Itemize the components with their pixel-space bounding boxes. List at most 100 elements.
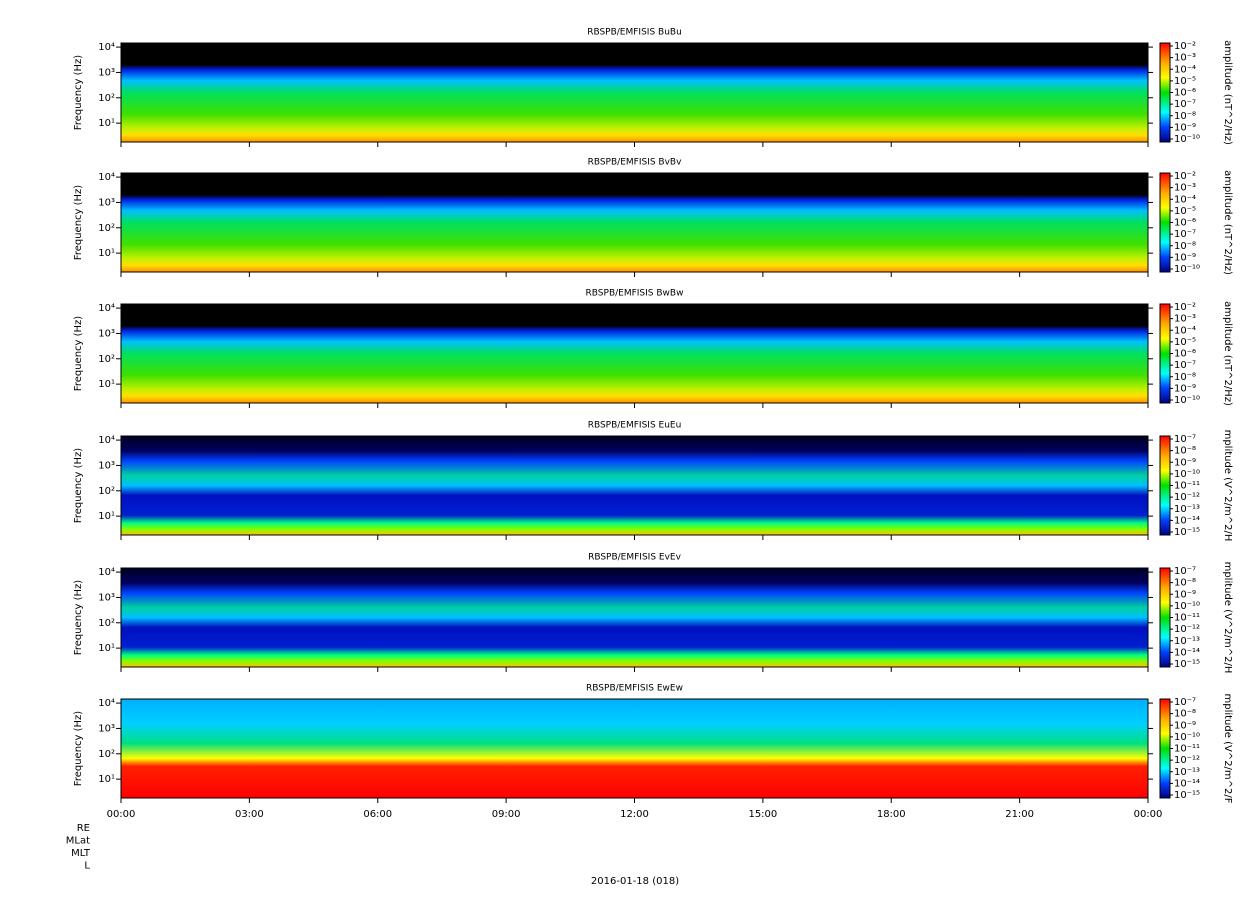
y-tick-label: 10³ — [98, 197, 115, 208]
colorbar-tick-label: 10⁻¹¹ — [1174, 613, 1200, 624]
spectrogram — [121, 568, 1148, 667]
orbit-label: L — [84, 861, 90, 872]
panel-title: RBSPB/EMFISIS BwBw — [586, 289, 684, 299]
colorbar-tick-label: 10⁻¹² — [1174, 624, 1200, 635]
colorbar-tick-label: 10⁻¹⁰ — [1174, 134, 1200, 145]
colorbar-label: amplitude (nT^2/Hz) — [1222, 170, 1233, 275]
colorbar-tick-label: 10⁻⁷ — [1174, 434, 1196, 445]
colorbar-tick-label: 10⁻¹⁵ — [1174, 527, 1200, 538]
colorbar — [1159, 567, 1171, 668]
colorbar-tick-label: 10⁻⁴ — [1174, 325, 1196, 336]
spectrogram — [121, 43, 1148, 142]
colorbar-label: mplitude (V^2/m^2/H — [1222, 430, 1233, 542]
x-tick-label: 15:00 — [748, 809, 777, 820]
colorbar-tick-label: 10⁻¹⁰ — [1174, 395, 1200, 406]
y-tick-label: 10⁴ — [98, 172, 115, 183]
colorbar-label: amplitude (nT^2/Hz) — [1222, 40, 1233, 145]
colorbar-tick-label: 10⁻⁹ — [1174, 252, 1196, 263]
colorbar-tick-label: 10⁻¹⁵ — [1174, 659, 1200, 670]
y-axis-label: Frequency (Hz) — [73, 580, 84, 656]
colorbar-tick-label: 10⁻² — [1174, 171, 1196, 182]
colorbar-tick-label: 10⁻⁸ — [1174, 111, 1196, 122]
colorbar-tick-label: 10⁻⁶ — [1174, 88, 1196, 99]
y-tick-label: 10³ — [98, 328, 115, 339]
colorbar-tick-label: 10⁻⁸ — [1174, 578, 1196, 589]
colorbar-tick-label: 10⁻⁴ — [1174, 64, 1196, 75]
y-tick-label: 10³ — [98, 460, 115, 471]
colorbar-tick-label: 10⁻¹³ — [1174, 767, 1200, 778]
colorbar — [1159, 698, 1171, 799]
panel-title: RBSPB/EMFISIS EwEw — [586, 684, 683, 694]
spectrogram — [121, 173, 1148, 272]
y-tick-label: 10² — [98, 618, 115, 629]
colorbar-label: amplitude (nT^2/Hz) — [1222, 301, 1233, 406]
colorbar — [1159, 303, 1171, 404]
colorbar-tick-label: 10⁻⁹ — [1174, 383, 1196, 394]
x-tick-label: 00:00 — [107, 809, 136, 820]
y-tick-label: 10³ — [98, 67, 115, 78]
y-tick-label: 10¹ — [98, 643, 115, 654]
y-tick-label: 10⁴ — [98, 698, 115, 709]
colorbar-tick-label: 10⁻⁹ — [1174, 720, 1196, 731]
spectrogram — [121, 304, 1148, 403]
colorbar-tick-label: 10⁻⁶ — [1174, 349, 1196, 360]
x-tick-label: 09:00 — [492, 809, 521, 820]
y-tick-label: 10¹ — [98, 379, 115, 390]
colorbar-label: mplitude (V^2/m^2/H — [1222, 562, 1233, 674]
spectrogram — [121, 699, 1148, 798]
x-tick-label: 18:00 — [877, 809, 906, 820]
y-tick-label: 10¹ — [98, 774, 115, 785]
colorbar-tick-label: 10⁻¹⁴ — [1174, 515, 1200, 526]
y-axis-label: Frequency (Hz) — [73, 55, 84, 131]
colorbar-tick-label: 10⁻² — [1174, 302, 1196, 313]
y-tick-label: 10⁴ — [98, 42, 115, 53]
y-tick-label: 10² — [98, 93, 115, 104]
colorbar-tick-label: 10⁻¹³ — [1174, 636, 1200, 647]
x-tick-label: 21:00 — [1005, 809, 1034, 820]
y-tick-label: 10³ — [98, 723, 115, 734]
colorbar-tick-label: 10⁻⁹ — [1174, 589, 1196, 600]
colorbar-tick-label: 10⁻⁸ — [1174, 372, 1196, 383]
colorbar-label: mplitude (V^2/m^2/F — [1222, 693, 1233, 803]
orbit-label: RE — [77, 823, 90, 834]
colorbar-tick-label: 10⁻⁷ — [1174, 229, 1196, 240]
colorbar-tick-label: 10⁻⁸ — [1174, 446, 1196, 457]
y-tick-label: 10³ — [98, 592, 115, 603]
colorbar-tick-label: 10⁻⁷ — [1174, 697, 1196, 708]
colorbar — [1159, 172, 1171, 273]
y-tick-label: 10¹ — [98, 248, 115, 259]
colorbar-tick-label: 10⁻¹² — [1174, 492, 1200, 503]
colorbar-tick-label: 10⁻¹¹ — [1174, 744, 1200, 755]
orbit-label: MLat — [66, 836, 90, 847]
colorbar-tick-label: 10⁻⁸ — [1174, 241, 1196, 252]
y-tick-label: 10² — [98, 354, 115, 365]
colorbar-tick-label: 10⁻¹⁴ — [1174, 778, 1200, 789]
colorbar-tick-label: 10⁻³ — [1174, 53, 1196, 64]
panel-title: RBSPB/EMFISIS EvEv — [588, 553, 682, 563]
y-axis-label: Frequency (Hz) — [73, 711, 84, 787]
colorbar-tick-label: 10⁻¹² — [1174, 755, 1200, 766]
y-tick-label: 10⁴ — [98, 303, 115, 314]
colorbar-tick-label: 10⁻⁷ — [1174, 360, 1196, 371]
colorbar-tick-label: 10⁻⁷ — [1174, 99, 1196, 110]
y-tick-label: 10⁴ — [98, 567, 115, 578]
panel-title: RBSPB/EMFISIS BuBu — [587, 28, 682, 38]
colorbar-tick-label: 10⁻¹⁴ — [1174, 647, 1200, 658]
colorbar-tick-label: 10⁻¹⁵ — [1174, 790, 1200, 801]
y-tick-label: 10² — [98, 223, 115, 234]
x-tick-label: 06:00 — [363, 809, 392, 820]
colorbar-tick-label: 10⁻⁶ — [1174, 218, 1196, 229]
colorbar — [1159, 42, 1171, 143]
y-tick-label: 10¹ — [98, 118, 115, 129]
colorbar-tick-label: 10⁻⁵ — [1174, 206, 1196, 217]
colorbar-tick-label: 10⁻¹³ — [1174, 504, 1200, 515]
y-axis-label: Frequency (Hz) — [73, 185, 84, 261]
colorbar-tick-label: 10⁻² — [1174, 41, 1196, 52]
colorbar-tick-label: 10⁻¹⁰ — [1174, 601, 1200, 612]
colorbar — [1159, 435, 1171, 536]
colorbar-tick-label: 10⁻⁵ — [1174, 76, 1196, 87]
colorbar-tick-label: 10⁻³ — [1174, 314, 1196, 325]
y-tick-label: 10² — [98, 749, 115, 760]
panel-title: RBSPB/EMFISIS BvBv — [588, 158, 683, 168]
